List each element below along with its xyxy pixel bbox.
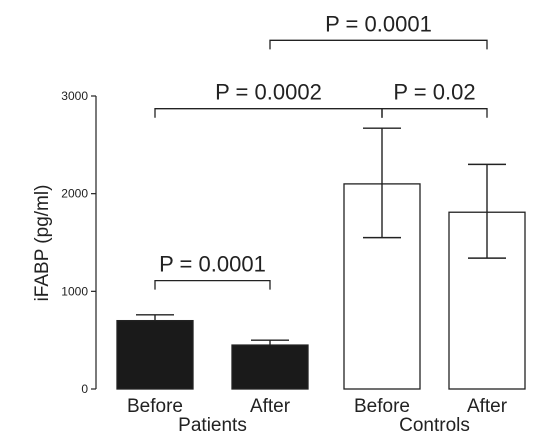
category-label: After	[250, 396, 291, 417]
y-tick-label: 0	[81, 382, 88, 396]
bars	[116, 183, 526, 390]
group-label: Patients	[178, 415, 247, 435]
significance-brackets: P = 0.0001 P = 0.0002 P = 0.02 P = 0.0001	[154, 11, 488, 290]
group-label: Controls	[399, 415, 470, 435]
y-axis: 0 1000 2000 3000	[61, 89, 97, 396]
bar	[116, 319, 194, 390]
significance-bracket	[154, 279, 271, 290]
bar	[448, 211, 526, 390]
p-value-label: P = 0.0002	[215, 80, 322, 105]
p-value-label: P = 0.0001	[325, 11, 432, 36]
significance-bracket	[269, 39, 488, 50]
error-bars	[136, 127, 506, 346]
y-tick-label: 1000	[61, 284, 88, 298]
y-axis-label: iFABP (pg/ml)	[32, 185, 53, 302]
p-value-label: P = 0.0001	[159, 252, 266, 277]
category-label: Before	[127, 396, 183, 417]
significance-bracket	[381, 108, 488, 118]
y-tick-label: 2000	[61, 187, 88, 201]
bar	[231, 344, 309, 390]
significance-bracket	[154, 108, 383, 118]
p-value-label: P = 0.02	[393, 80, 475, 105]
category-label: After	[467, 396, 508, 417]
category-label: Before	[354, 396, 410, 417]
y-tick-label: 3000	[61, 89, 88, 103]
